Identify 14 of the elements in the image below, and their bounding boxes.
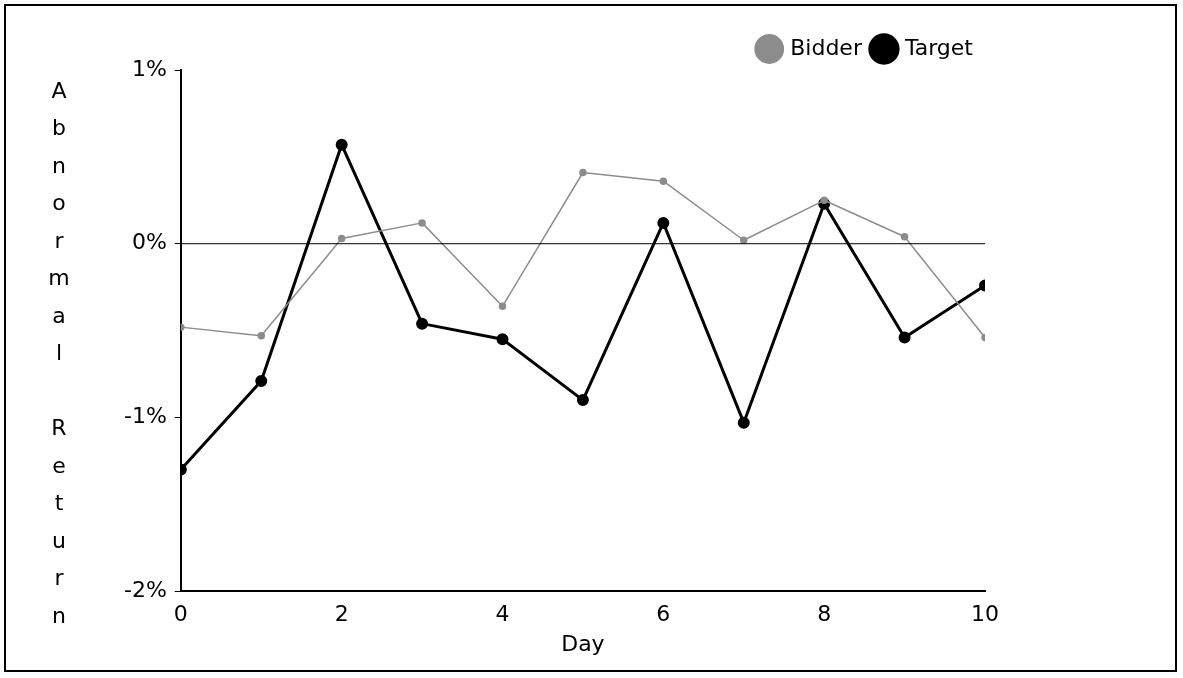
y-tick-label: -1% — [124, 403, 167, 429]
x-tick-label: 10 — [971, 601, 999, 627]
text: Abnormal Return — [48, 77, 70, 628]
y-tick-label: 1% — [131, 55, 167, 81]
legend-label: Target — [903, 34, 974, 60]
x-tick-label: 0 — [173, 601, 188, 627]
y-tick-label: -2% — [124, 576, 167, 602]
x-tick-label: 6 — [656, 601, 671, 627]
x-tick-label: 8 — [817, 601, 832, 627]
x-axis-title: Day — [561, 630, 605, 656]
x-tick-label: 4 — [495, 601, 510, 627]
legend-label: Bidder — [790, 34, 863, 60]
y-tick-label: 0% — [131, 229, 167, 255]
x-tick-label: 2 — [334, 601, 349, 627]
